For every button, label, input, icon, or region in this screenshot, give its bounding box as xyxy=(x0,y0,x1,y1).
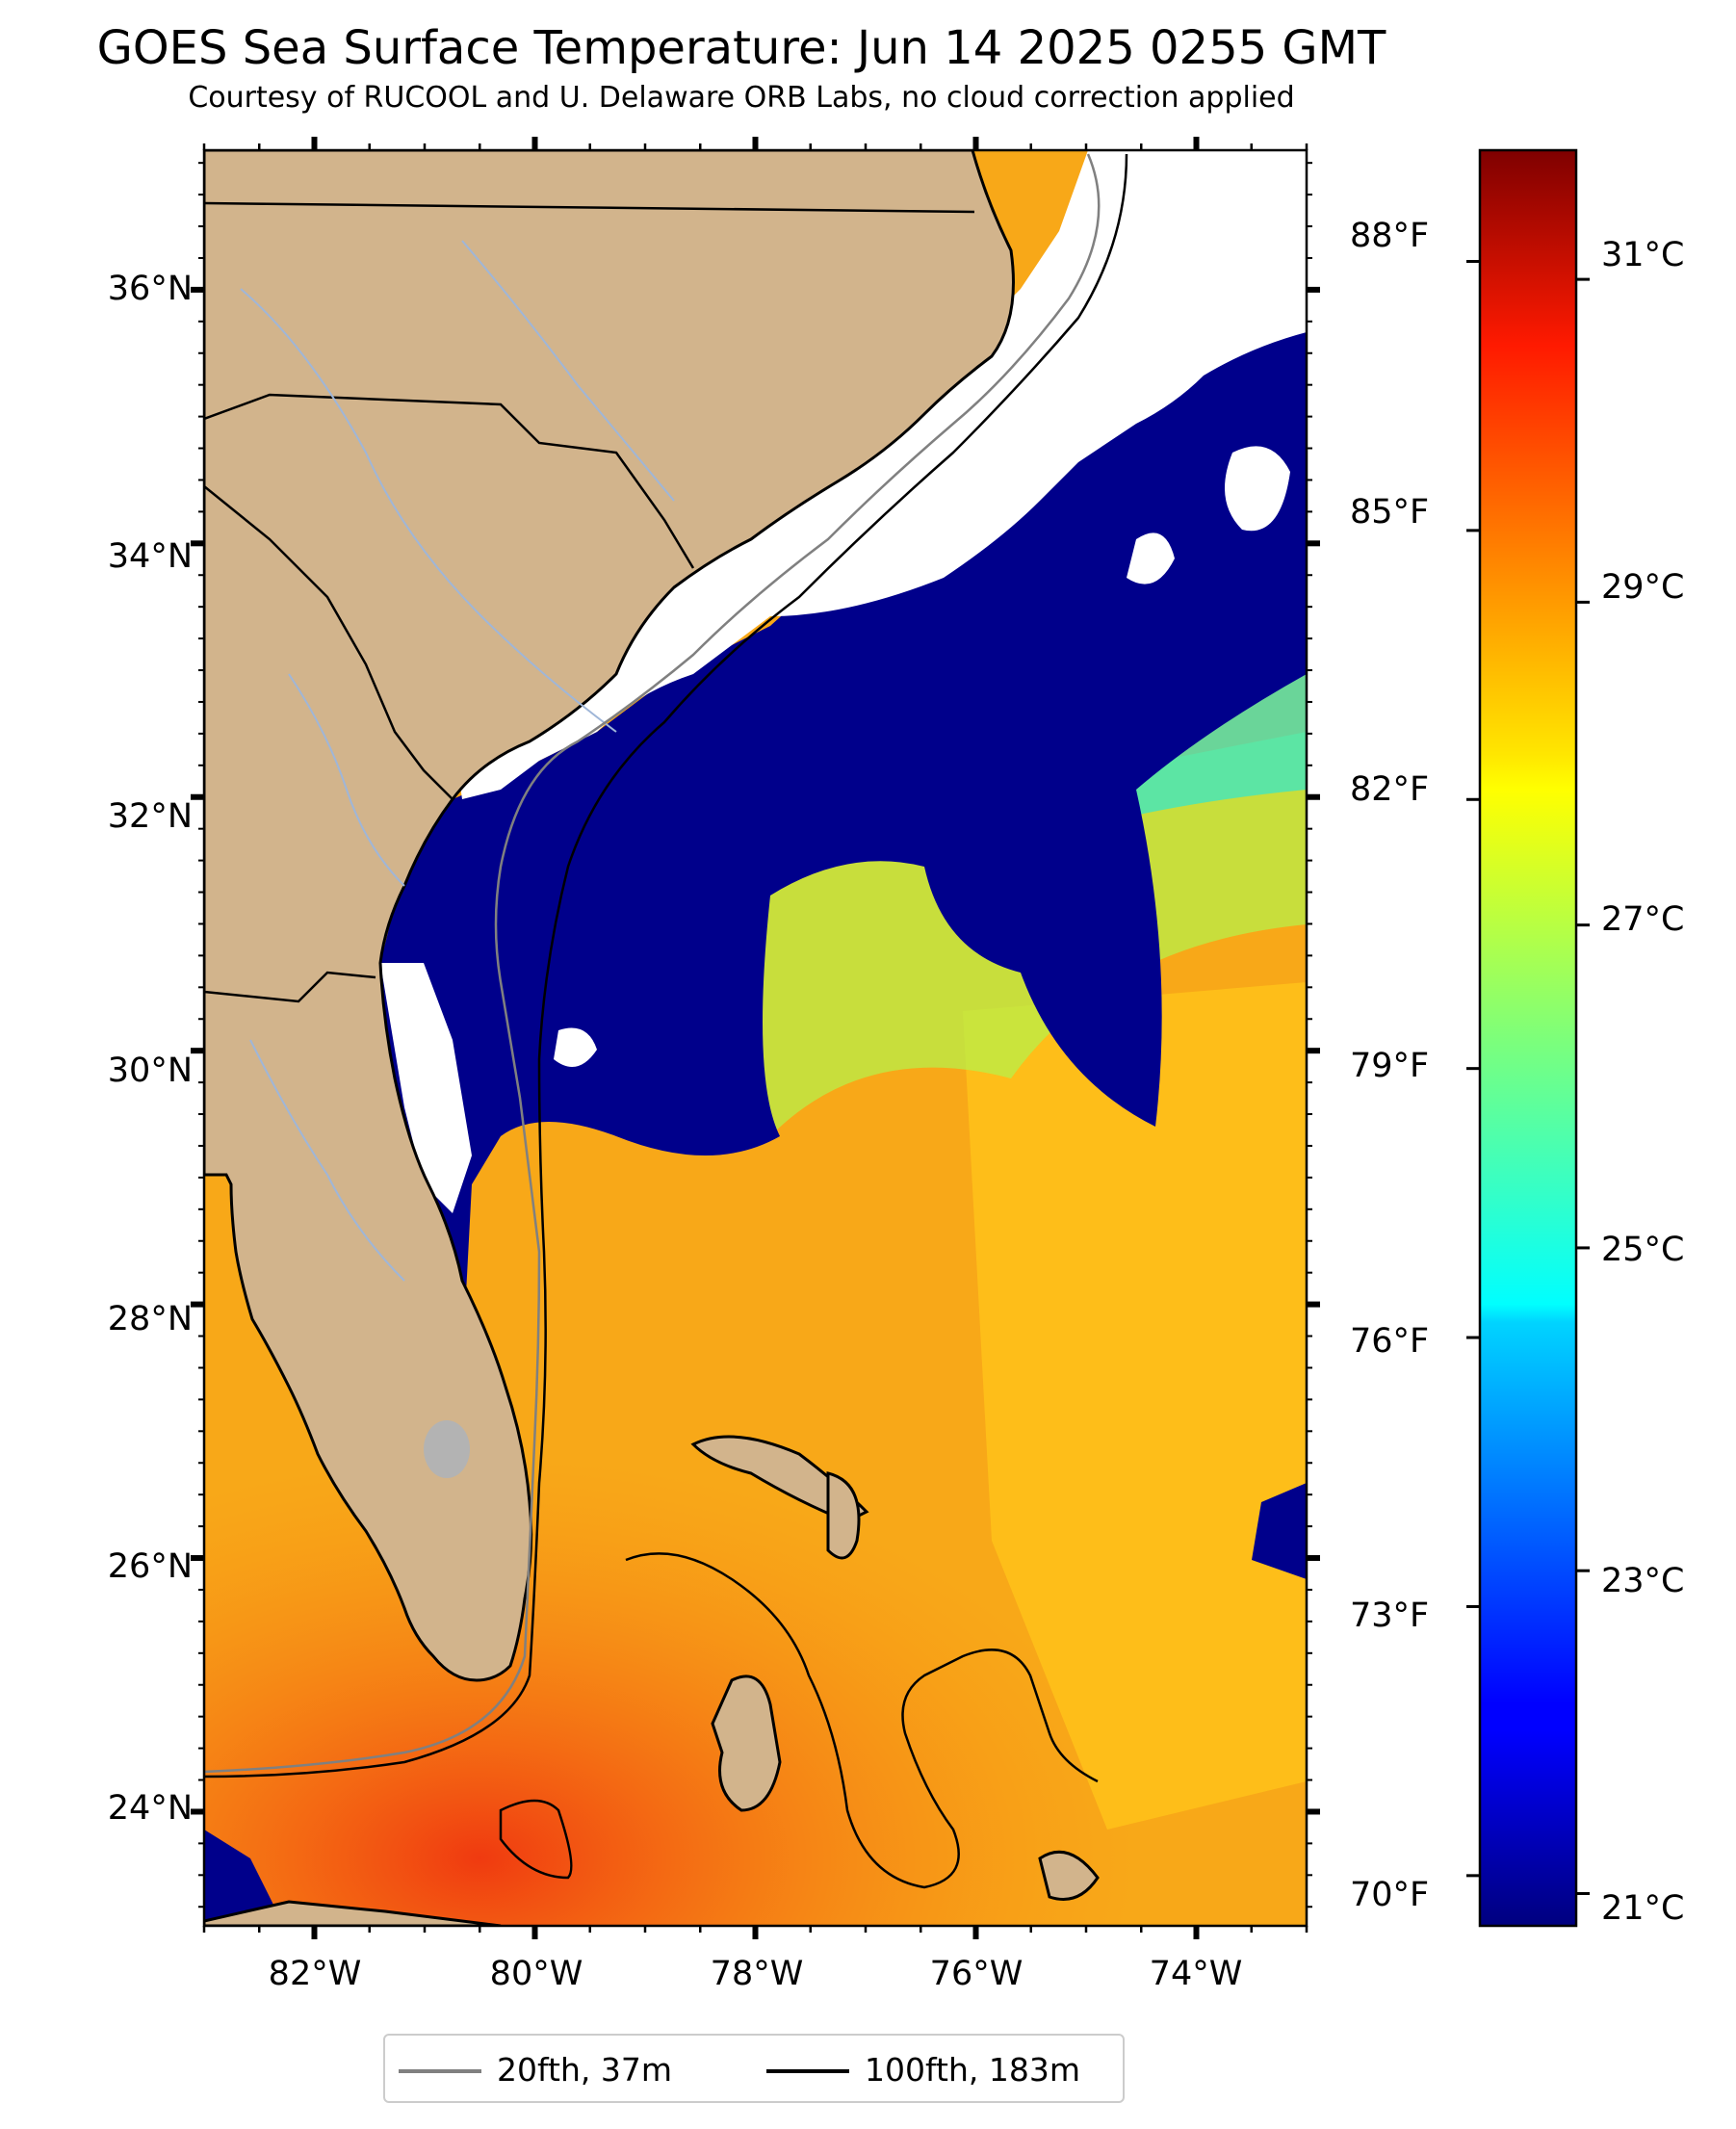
river xyxy=(461,240,675,502)
celsius-label: 31°C xyxy=(1601,236,1685,274)
land-northern-cuba xyxy=(1038,1850,1100,1901)
land-mainland xyxy=(204,150,1015,1682)
celsius-label: 27°C xyxy=(1601,900,1685,939)
lat-label: 36°N xyxy=(107,270,193,308)
lon-label: 82°W xyxy=(268,1955,362,1993)
legend-label: 20fth, 37m xyxy=(497,2051,672,2089)
ocean-cold-patch xyxy=(204,1830,279,1926)
cloud-mask xyxy=(380,963,472,1213)
fahrenheit-label: 70°F xyxy=(1350,1876,1430,1914)
isobath-legend: 20fth, 37m 100fth, 183m xyxy=(383,2034,1125,2103)
river xyxy=(240,288,617,733)
fahrenheit-label: 79°F xyxy=(1350,1047,1430,1085)
fahrenheit-label: 82°F xyxy=(1350,770,1430,809)
celsius-label: 21°C xyxy=(1601,1889,1685,1928)
lat-label: 34°N xyxy=(107,537,193,576)
lat-label: 30°N xyxy=(107,1052,193,1090)
celsius-label: 29°C xyxy=(1601,568,1685,607)
fahrenheit-label: 76°F xyxy=(1350,1322,1430,1361)
legend-label: 100fth, 183m xyxy=(865,2051,1080,2089)
land-andros xyxy=(711,1675,782,1812)
fahrenheit-label: 85°F xyxy=(1350,493,1430,532)
lat-label: 28°N xyxy=(107,1300,193,1338)
lake-okeechobee xyxy=(424,1420,470,1478)
cloud-mask xyxy=(453,150,1307,799)
isobath-20fth xyxy=(204,153,1101,1774)
isobath-100fth-bahamas xyxy=(625,1552,1099,1889)
land-abaco xyxy=(826,1471,861,1560)
river xyxy=(249,1039,405,1282)
cloud-mask xyxy=(554,1027,597,1067)
map-ticks xyxy=(191,137,1320,1939)
colorbar xyxy=(1478,148,1578,1928)
land-cuba xyxy=(204,1900,502,1926)
cloud-mask xyxy=(1225,446,1290,532)
colorbar-ticks xyxy=(1466,259,1590,1895)
isobath-100fth-cay xyxy=(499,1799,573,1880)
state-border xyxy=(204,485,453,800)
fahrenheit-label: 88°F xyxy=(1350,217,1430,255)
map-subtitle: Courtesy of RUCOOL and U. Delaware ORB L… xyxy=(188,81,1295,115)
lon-label: 80°W xyxy=(489,1955,583,1993)
celsius-label: 23°C xyxy=(1601,1562,1685,1600)
lon-label: 76°W xyxy=(929,1955,1023,1993)
ocean-cold-patch xyxy=(1252,1483,1307,1579)
lat-label: 24°N xyxy=(107,1789,193,1828)
celsius-label: 25°C xyxy=(1601,1231,1685,1269)
fahrenheit-label: 73°F xyxy=(1350,1597,1430,1635)
lon-label: 78°W xyxy=(710,1955,804,1993)
isobath-100fth xyxy=(204,153,1128,1778)
state-border xyxy=(204,201,975,214)
cloud-mask xyxy=(1127,532,1175,584)
lat-label: 32°N xyxy=(107,797,193,836)
ocean-cold-north xyxy=(380,332,1307,1367)
lon-label: 74°W xyxy=(1149,1955,1243,1993)
river xyxy=(288,673,405,887)
land-grand-bahama xyxy=(690,1435,869,1523)
state-border xyxy=(204,971,376,1003)
legend-swatch xyxy=(399,2069,481,2073)
legend-swatch xyxy=(766,2069,849,2073)
ocean-yellow-east xyxy=(963,982,1307,1830)
map-title: GOES Sea Surface Temperature: Jun 14 202… xyxy=(96,21,1386,75)
state-border xyxy=(204,393,695,569)
lat-label: 26°N xyxy=(107,1547,193,1586)
